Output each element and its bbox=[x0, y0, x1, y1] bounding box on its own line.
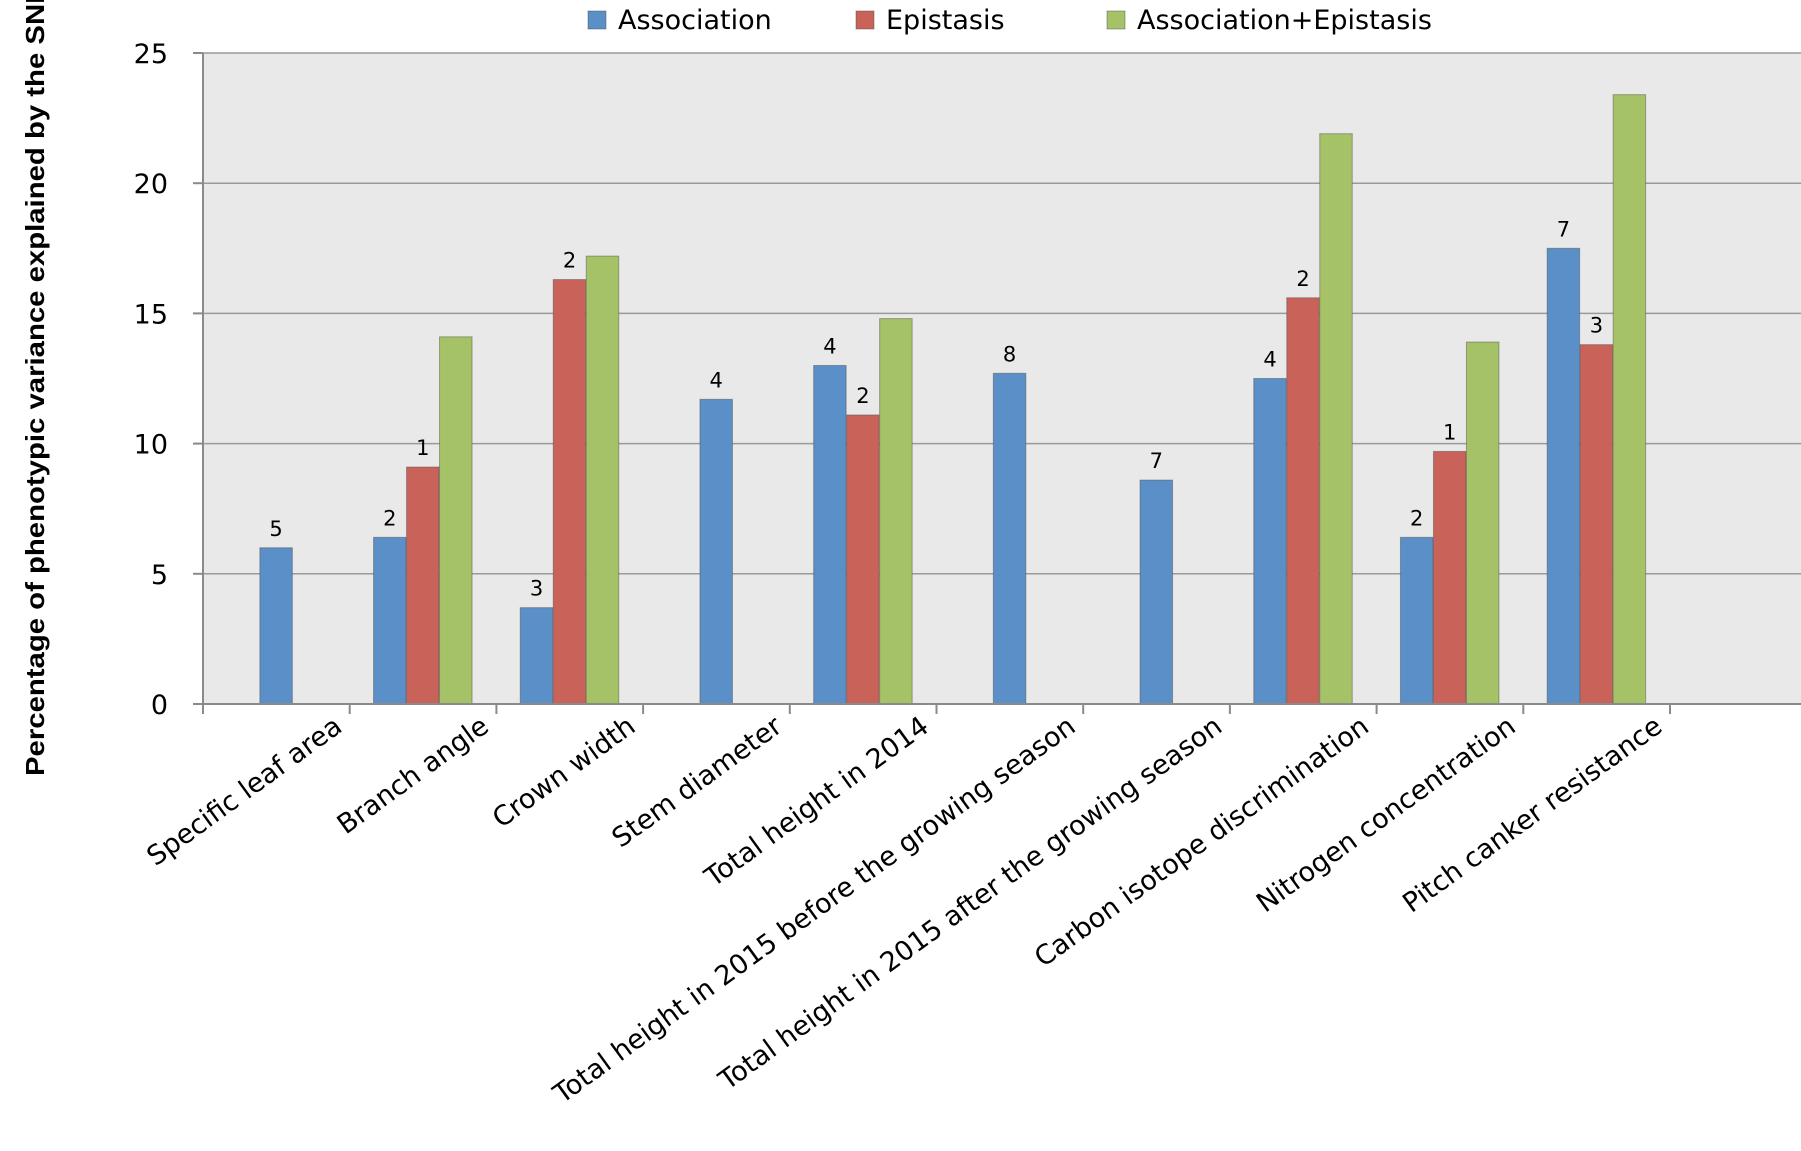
data-labels: 5 2 1 3 2 4 4 2 8 7 4 2 2 1 7 3 bbox=[269, 217, 1603, 600]
bar-epistasis bbox=[406, 466, 440, 705]
category-label: Pitch canker resistance bbox=[1397, 711, 1668, 920]
data-label: 2 bbox=[383, 506, 396, 530]
bar-epistasis bbox=[1432, 450, 1467, 705]
data-label: 1 bbox=[416, 436, 429, 460]
bar-epistasis bbox=[1286, 297, 1320, 705]
data-label: 4 bbox=[1263, 348, 1276, 372]
legend-swatch bbox=[587, 10, 607, 30]
data-label: 4 bbox=[710, 368, 723, 392]
bar-association-epistasis bbox=[879, 318, 913, 705]
legend-swatch bbox=[1106, 10, 1126, 30]
bar-association bbox=[373, 536, 407, 705]
category-label: Branch angle bbox=[332, 711, 495, 841]
legend-swatch bbox=[855, 10, 875, 30]
data-label: 2 bbox=[856, 384, 869, 408]
bar-association bbox=[1546, 247, 1581, 705]
legend-label: Association bbox=[618, 5, 772, 36]
data-label: 3 bbox=[530, 577, 543, 601]
data-label: 2 bbox=[563, 249, 576, 273]
data-label: 7 bbox=[1150, 449, 1163, 473]
bar-association bbox=[259, 547, 293, 705]
y-tick-label: 5 bbox=[151, 560, 168, 591]
category-label: Total height in 2015 after the growing s… bbox=[713, 711, 1228, 1097]
bar-association-epistasis bbox=[585, 255, 620, 705]
y-tick-label: 20 bbox=[134, 169, 168, 200]
bar-epistasis bbox=[1579, 344, 1614, 705]
category-label: Specific leaf area bbox=[141, 711, 347, 873]
y-axis-title: Percentage of phenotypic variance explai… bbox=[20, 0, 50, 776]
category-label: Nitrogen concentration bbox=[1251, 711, 1521, 919]
legend: Association Epistasis Association+Epistasi… bbox=[587, 5, 1432, 36]
bar-association bbox=[1253, 378, 1287, 705]
bar-association-epistasis bbox=[439, 336, 473, 705]
bar-association bbox=[1139, 479, 1174, 705]
bar-association bbox=[813, 364, 847, 705]
data-label: 2 bbox=[1296, 267, 1309, 291]
bar-association-epistasis bbox=[1612, 94, 1647, 705]
category-label: Total height in 2015 before the growing … bbox=[547, 711, 1081, 1111]
data-label: 3 bbox=[1590, 314, 1603, 338]
bar-association bbox=[699, 398, 733, 705]
y-tick-label: 0 bbox=[151, 690, 168, 721]
bar-association bbox=[992, 372, 1027, 705]
y-tick-label: 10 bbox=[134, 430, 168, 461]
y-tick-labels: 0 5 10 15 20 25 bbox=[134, 39, 168, 721]
bar-association bbox=[1399, 536, 1434, 705]
data-label: 2 bbox=[1410, 506, 1423, 530]
bar-association-epistasis bbox=[1319, 133, 1353, 705]
data-label: 8 bbox=[1003, 342, 1016, 366]
y-tick-label: 15 bbox=[134, 299, 168, 330]
data-label: 7 bbox=[1557, 217, 1570, 241]
bar-marks bbox=[259, 94, 1647, 705]
data-label: 1 bbox=[1443, 420, 1456, 444]
bar-epistasis bbox=[552, 279, 587, 705]
data-label: 4 bbox=[823, 334, 836, 358]
data-label: 5 bbox=[269, 517, 282, 541]
y-tick-label: 25 bbox=[134, 39, 168, 70]
bar-epistasis bbox=[846, 414, 880, 705]
bar-association bbox=[519, 607, 554, 705]
bar-association-epistasis bbox=[1465, 341, 1500, 705]
legend-label: Association+Epistasis bbox=[1137, 5, 1432, 36]
category-label: Crown width bbox=[487, 711, 641, 835]
legend-label: Epistasis bbox=[886, 5, 1005, 36]
